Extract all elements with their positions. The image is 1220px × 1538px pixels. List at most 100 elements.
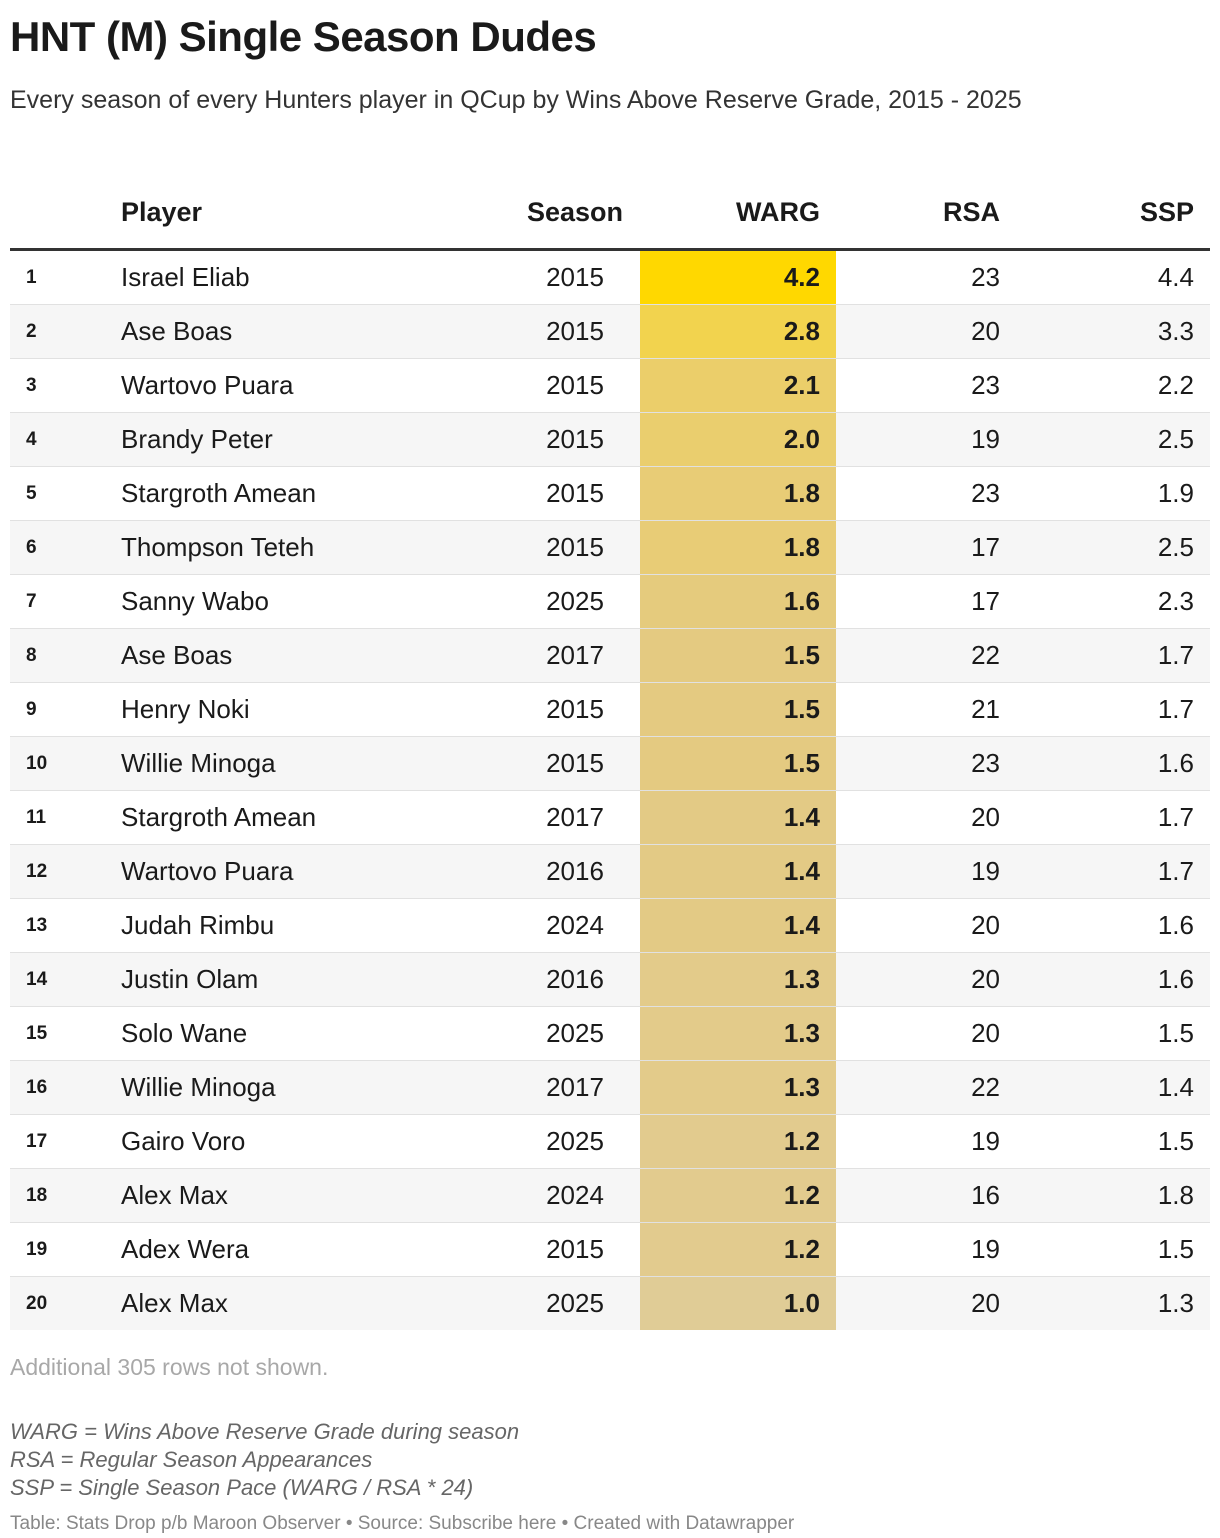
table-row: 16 Willie Minoga 2017 1.3 22 1.4 <box>10 1060 1210 1115</box>
warg-cell: 2.0 <box>640 412 836 467</box>
definition-rsa: RSA = Regular Season Appearances <box>10 1447 373 1472</box>
rsa-cell: 20 <box>836 952 1016 1007</box>
ssp-cell: 1.7 <box>1016 790 1210 845</box>
header-row: Player Season WARG RSA SSP <box>10 168 1210 251</box>
player-cell: Sanny Wabo <box>105 574 510 629</box>
warg-cell: 1.3 <box>640 1060 836 1115</box>
definitions: WARG = Wins Above Reserve Grade during s… <box>10 1418 1210 1502</box>
column-header-ssp[interactable]: SSP <box>1016 168 1210 251</box>
table-row: 20 Alex Max 2025 1.0 20 1.3 <box>10 1276 1210 1330</box>
rsa-cell: 20 <box>836 1276 1016 1330</box>
warg-cell: 1.4 <box>640 898 836 953</box>
column-header-warg[interactable]: WARG <box>640 168 836 251</box>
rsa-cell: 17 <box>836 520 1016 575</box>
table-row: 7 Sanny Wabo 2025 1.6 17 2.3 <box>10 574 1210 629</box>
player-cell: Adex Wera <box>105 1222 510 1277</box>
table-row: 19 Adex Wera 2015 1.2 19 1.5 <box>10 1222 1210 1277</box>
rank-cell: 16 <box>10 1060 105 1115</box>
table-row: 11 Stargroth Amean 2017 1.4 20 1.7 <box>10 790 1210 845</box>
table-card: HNT (M) Single Season Dudes Every season… <box>10 12 1210 1538</box>
page-title: HNT (M) Single Season Dudes <box>10 13 597 60</box>
player-cell: Alex Max <box>105 1168 510 1223</box>
table-body: 1 Israel Eliab 2015 4.2 23 4.4 2 Ase Boas 2015 2.… <box>10 249 1210 1330</box>
rsa-cell: 19 <box>836 1222 1016 1277</box>
rsa-cell: 23 <box>836 249 1016 305</box>
season-cell: 2017 <box>510 1060 640 1115</box>
table-row: 3 Wartovo Puara 2015 2.1 23 2.2 <box>10 358 1210 413</box>
season-cell: 2024 <box>510 898 640 953</box>
rsa-cell: 20 <box>836 1006 1016 1061</box>
rsa-cell: 17 <box>836 574 1016 629</box>
season-cell: 2015 <box>510 466 640 521</box>
season-cell: 2015 <box>510 1222 640 1277</box>
rows-not-shown-note: Additional 305 rows not shown. <box>10 1354 329 1380</box>
ssp-cell: 1.5 <box>1016 1222 1210 1277</box>
column-header-player[interactable]: Player <box>105 168 510 251</box>
season-cell: 2015 <box>510 358 640 413</box>
rank-cell: 10 <box>10 736 105 791</box>
table-row: 6 Thompson Teteh 2015 1.8 17 2.5 <box>10 520 1210 575</box>
season-cell: 2015 <box>510 682 640 737</box>
ssp-cell: 1.7 <box>1016 682 1210 737</box>
table-row: 9 Henry Noki 2015 1.5 21 1.7 <box>10 682 1210 737</box>
player-cell: Judah Rimbu <box>105 898 510 953</box>
rsa-cell: 19 <box>836 844 1016 899</box>
warg-cell: 1.4 <box>640 844 836 899</box>
column-header-rsa[interactable]: RSA <box>836 168 1016 251</box>
table-row: 18 Alex Max 2024 1.2 16 1.8 <box>10 1168 1210 1223</box>
season-cell: 2025 <box>510 1276 640 1330</box>
rank-cell: 4 <box>10 412 105 467</box>
season-cell: 2025 <box>510 1006 640 1061</box>
season-cell: 2017 <box>510 790 640 845</box>
stats-table: Player Season WARG RSA SSP 1 Israel Eliab… <box>10 168 1210 1330</box>
rank-cell: 7 <box>10 574 105 629</box>
rsa-cell: 23 <box>836 736 1016 791</box>
table-row: 14 Justin Olam 2016 1.3 20 1.6 <box>10 952 1210 1007</box>
rsa-cell: 16 <box>836 1168 1016 1223</box>
warg-cell: 4.2 <box>640 249 836 305</box>
column-header-season[interactable]: Season <box>510 168 640 251</box>
table-row: 1 Israel Eliab 2015 4.2 23 4.4 <box>10 249 1210 305</box>
player-cell: Wartovo Puara <box>105 358 510 413</box>
season-cell: 2025 <box>510 574 640 629</box>
ssp-cell: 3.3 <box>1016 304 1210 359</box>
rank-cell: 5 <box>10 466 105 521</box>
table-row: 2 Ase Boas 2015 2.8 20 3.3 <box>10 304 1210 359</box>
ssp-cell: 4.4 <box>1016 249 1210 305</box>
ssp-cell: 1.5 <box>1016 1114 1210 1169</box>
rsa-cell: 19 <box>836 412 1016 467</box>
warg-cell: 1.2 <box>640 1168 836 1223</box>
rank-cell: 9 <box>10 682 105 737</box>
warg-cell: 2.8 <box>640 304 836 359</box>
warg-cell: 1.2 <box>640 1222 836 1277</box>
ssp-cell: 1.6 <box>1016 736 1210 791</box>
rsa-cell: 21 <box>836 682 1016 737</box>
season-cell: 2016 <box>510 844 640 899</box>
rank-cell: 8 <box>10 628 105 683</box>
rank-cell: 6 <box>10 520 105 575</box>
warg-cell: 1.2 <box>640 1114 836 1169</box>
warg-cell: 1.6 <box>640 574 836 629</box>
ssp-cell: 1.7 <box>1016 628 1210 683</box>
player-cell: Justin Olam <box>105 952 510 1007</box>
definition-warg: WARG = Wins Above Reserve Grade during s… <box>10 1419 520 1444</box>
season-cell: 2015 <box>510 249 640 305</box>
rank-cell: 12 <box>10 844 105 899</box>
rank-cell: 17 <box>10 1114 105 1169</box>
warg-cell: 1.8 <box>640 520 836 575</box>
season-cell: 2017 <box>510 628 640 683</box>
rank-cell: 18 <box>10 1168 105 1223</box>
table-row: 10 Willie Minoga 2015 1.5 23 1.6 <box>10 736 1210 791</box>
ssp-cell: 1.4 <box>1016 1060 1210 1115</box>
rank-cell: 13 <box>10 898 105 953</box>
player-cell: Alex Max <box>105 1276 510 1330</box>
column-header-rank[interactable] <box>10 168 105 251</box>
season-cell: 2015 <box>510 520 640 575</box>
table-row: 15 Solo Wane 2025 1.3 20 1.5 <box>10 1006 1210 1061</box>
page-subtitle: Every season of every Hunters player in … <box>10 86 1022 114</box>
rsa-cell: 20 <box>836 304 1016 359</box>
ssp-cell: 1.3 <box>1016 1276 1210 1330</box>
rank-cell: 15 <box>10 1006 105 1061</box>
player-cell: Ase Boas <box>105 628 510 683</box>
table-row: 17 Gairo Voro 2025 1.2 19 1.5 <box>10 1114 1210 1169</box>
